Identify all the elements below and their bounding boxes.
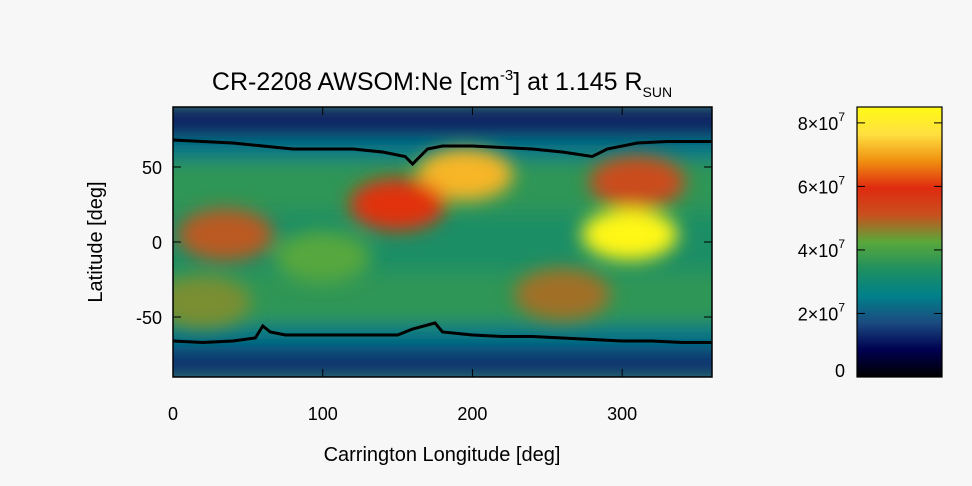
heatmap-plot xyxy=(173,107,712,377)
latitude-band xyxy=(173,347,712,377)
x-axis-label: Carrington Longitude [deg] xyxy=(324,444,561,466)
latitude-band xyxy=(173,324,712,347)
y-axis-ticks: 50 0 -50 xyxy=(136,158,712,328)
polarity-line-north-boundary xyxy=(173,138,712,167)
hotspot-yellow-core-northeast xyxy=(416,148,513,201)
x-tick-label: 0 xyxy=(168,404,178,424)
colorbar-tick-label: 0 xyxy=(835,361,845,381)
x-axis-ticks: 0 100 200 300 xyxy=(168,107,637,424)
colorbar-tick-label: 2×107 xyxy=(798,300,846,324)
colorbar-tick-label: 4×107 xyxy=(798,237,846,261)
x-tick-label: 100 xyxy=(308,404,338,424)
colorbar-tick-label: 6×107 xyxy=(798,173,846,197)
hotspot-yellow-core-east xyxy=(581,208,678,261)
colorbar xyxy=(856,106,943,378)
y-axis-label: Latitude [deg] xyxy=(85,181,107,302)
hotspot-red-band-southwest xyxy=(173,276,251,328)
x-tick-label: 200 xyxy=(457,404,487,424)
latitude-band xyxy=(173,272,712,325)
hotspot-red-band-northwest xyxy=(589,156,686,208)
x-tick-label: 300 xyxy=(607,404,637,424)
y-tick-label: 0 xyxy=(152,233,162,253)
colorbar-ticks: 0 2×107 4×107 6×107 8×107 xyxy=(798,110,942,381)
hotspot-orange-patch-west xyxy=(177,208,274,261)
hotspot-red-patch-central xyxy=(274,231,371,283)
polarity-line-south-boundary xyxy=(173,321,712,345)
hotspot-orange-band-north xyxy=(349,178,446,231)
chart-title: CR-2208 AWSOM:Ne [cm-3] at 1.145 RSUN xyxy=(212,67,672,100)
latitude-band xyxy=(173,107,712,137)
y-tick-label: -50 xyxy=(136,308,162,328)
colorbar-tick-label: 8×107 xyxy=(798,110,846,134)
polarity-boundaries xyxy=(173,138,712,345)
hotspot-red-band-south xyxy=(514,268,611,321)
y-tick-label: 50 xyxy=(142,158,162,178)
density-hotspots xyxy=(173,148,686,328)
